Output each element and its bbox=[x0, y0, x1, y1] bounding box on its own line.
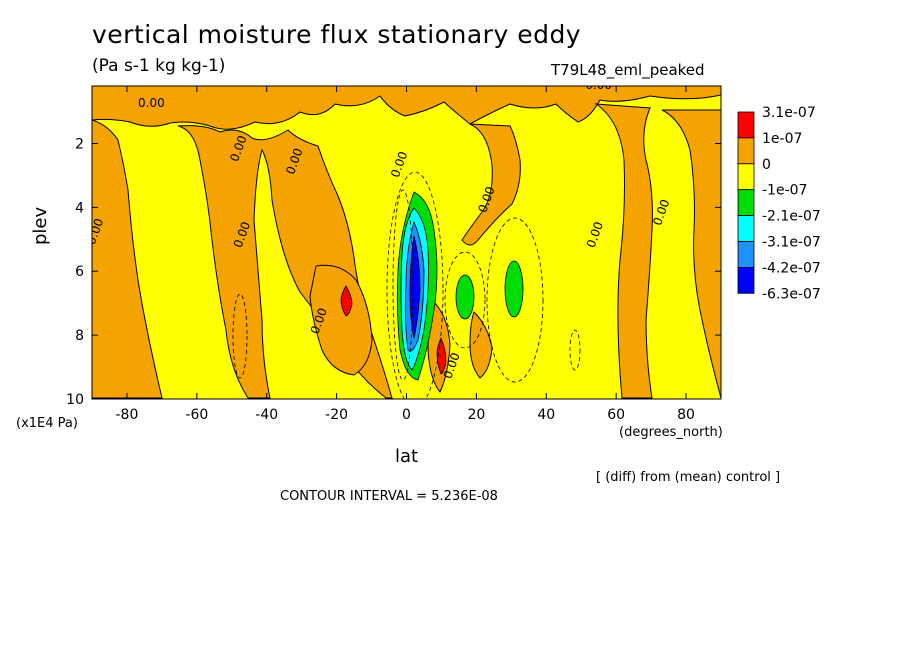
y-axis-unit: (x1E4 Pa) bbox=[16, 416, 78, 431]
dashed-contour bbox=[232, 293, 248, 379]
x-tick-label: -60 bbox=[185, 407, 208, 423]
orange-lobe-southwest bbox=[309, 264, 373, 376]
orange-column-far-west bbox=[92, 119, 163, 399]
chart-title: vertical moisture flux stationary eddy bbox=[92, 20, 582, 49]
colorbar-label: -6.3e-07 bbox=[762, 286, 821, 302]
y-tick-label: 4 bbox=[75, 200, 84, 216]
colorbar-swatch bbox=[737, 137, 755, 165]
orange-top-band bbox=[92, 86, 721, 130]
green-minima bbox=[455, 260, 524, 320]
y-tick-label: 6 bbox=[75, 264, 84, 280]
orange-regions bbox=[92, 86, 721, 399]
x-tick-label: 0 bbox=[402, 407, 411, 423]
red-maximum-17S bbox=[340, 285, 353, 317]
dashed-contour bbox=[569, 329, 581, 371]
x-axis-label: lat bbox=[395, 446, 419, 467]
colorbar-label: 0 bbox=[762, 157, 771, 173]
dashed-contour bbox=[486, 217, 544, 383]
colorbar-swatch bbox=[737, 111, 755, 139]
orange-column-central-north bbox=[461, 123, 521, 246]
x-tick-label: -20 bbox=[325, 407, 348, 423]
colorbar-label: -4.2e-07 bbox=[762, 260, 821, 276]
x-tick-label: 40 bbox=[537, 407, 555, 423]
difference-note: [ (diff) from (mean) control ] bbox=[596, 470, 781, 485]
run-label: T79L48_eml_peaked bbox=[551, 61, 705, 79]
colorbar-label: -3.1e-07 bbox=[762, 235, 821, 251]
colorbar-label: -2.1e-07 bbox=[762, 209, 821, 225]
colorbar: 3.1e-07 1e-07 0 -1e-07 -2.1e-07 -3.1e-07 -4.2e… bbox=[737, 105, 821, 302]
contour-interval: CONTOUR INTERVAL = 5.236E-08 bbox=[280, 489, 498, 504]
chart-units: (Pa s-1 kg kg-1) bbox=[92, 56, 226, 76]
axes: -80 -60 -40 -20 0 20 40 60 80 2 4 6 8 10 bbox=[66, 86, 721, 423]
colorbar-swatch bbox=[737, 215, 755, 242]
y-tick-label: 10 bbox=[66, 392, 84, 408]
colorbar-swatch bbox=[737, 241, 755, 268]
x-tick-label: 60 bbox=[607, 407, 625, 423]
negative-core bbox=[396, 191, 438, 381]
orange-lobe-20N bbox=[469, 311, 493, 379]
y-tick-label: 2 bbox=[75, 136, 84, 152]
colorbar-swatch bbox=[737, 189, 755, 216]
dashed-contours bbox=[232, 171, 581, 399]
colorbar-label: 1e-07 bbox=[762, 131, 802, 147]
orange-column-far-east bbox=[661, 109, 721, 399]
x-tick-label: -80 bbox=[116, 407, 139, 423]
x-axis-unit: (degrees_north) bbox=[619, 425, 723, 440]
x-tick-label: 80 bbox=[677, 407, 695, 423]
colorbar-label: 3.1e-07 bbox=[762, 105, 816, 121]
blue-contour-core bbox=[409, 235, 421, 339]
x-tick-label: -40 bbox=[255, 407, 278, 423]
dashed-contour bbox=[392, 189, 414, 381]
colorbar-swatch bbox=[737, 266, 755, 294]
x-tick-label: 20 bbox=[467, 407, 485, 423]
dashed-contour bbox=[444, 251, 486, 349]
dashed-contour bbox=[386, 171, 444, 399]
green-minimum-31N bbox=[504, 260, 524, 318]
green-minimum-18N bbox=[455, 274, 475, 320]
orange-column-east bbox=[594, 103, 653, 399]
colorbar-label: -1e-07 bbox=[762, 183, 807, 199]
contour-label: 0.00 bbox=[138, 96, 165, 110]
y-tick-label: 8 bbox=[75, 328, 84, 344]
colorbar-swatch bbox=[737, 163, 755, 191]
contour-label: 0.00 bbox=[585, 78, 612, 92]
